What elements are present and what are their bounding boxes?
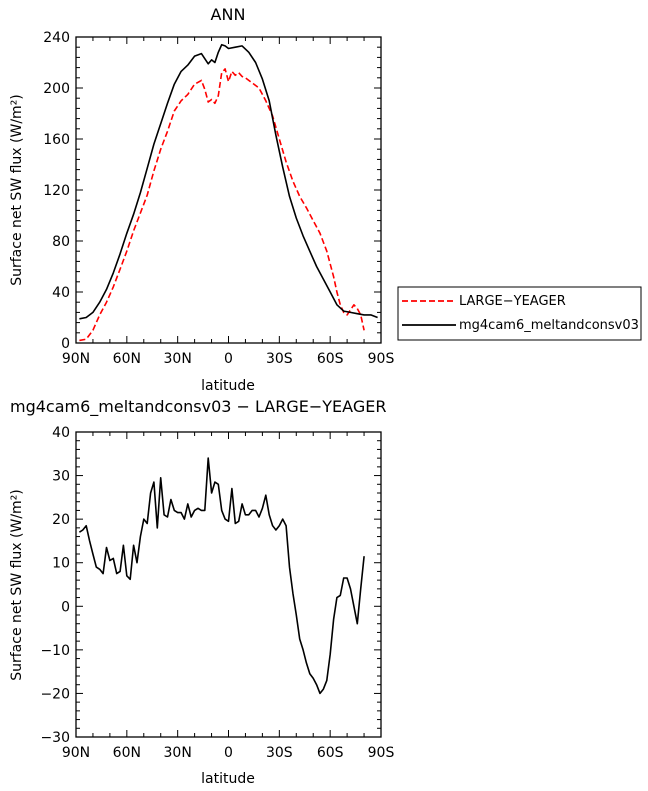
- legend-label-large-yeager: LARGE−YEAGER: [459, 294, 566, 309]
- bottom-x-axis-label: latitude: [201, 771, 255, 787]
- top-x-tick-label: 90N: [62, 351, 90, 367]
- bottom-series-line-series-0: [78, 457, 365, 695]
- bottom-x-tick-label: 60S: [317, 745, 344, 761]
- top-chart-title: ANN: [211, 5, 246, 24]
- top-series-line-large-yeager: [79, 68, 365, 342]
- top-plot-frame: [75, 36, 382, 344]
- legend-box: [397, 286, 642, 341]
- bottom-axes: 90N 60N 30N 0 30S 60S 90S −30 −20 −10 0 10 20 30 40: [40, 425, 394, 761]
- top-y-tick-label: 80: [52, 234, 70, 250]
- legend: LARGE−YEAGER mg4cam6_meltandconsv03: [397, 286, 642, 341]
- bottom-y-tick-label: 20: [52, 512, 70, 528]
- bottom-x-tick-label: 60N: [113, 745, 141, 761]
- top-x-tick-label: 30N: [164, 351, 192, 367]
- top-y-tick-label: 200: [43, 81, 70, 97]
- bottom-x-tick-label: 30S: [266, 745, 293, 761]
- top-y-tick-label: 40: [52, 285, 70, 301]
- top-x-axis-label: latitude: [201, 378, 255, 394]
- bottom-y-tick-label: −20: [40, 686, 70, 702]
- top-axes: 90N 60N 30N 0 30S 60S 90S 0 40 80 120 160 200 240: [43, 30, 394, 367]
- top-y-tick-label: 240: [43, 30, 70, 46]
- top-y-tick-label: 120: [43, 183, 70, 199]
- bottom-chart-title: mg4cam6_meltandconsv03 − LARGE−YEAGER: [10, 397, 386, 417]
- bottom-x-tick-label: 90S: [368, 745, 395, 761]
- bottom-x-tick-label: 90N: [62, 745, 90, 761]
- bottom-y-tick-label: 30: [52, 469, 70, 485]
- bottom-y-tick-label: 10: [52, 556, 70, 572]
- top-x-tick-label: 60S: [317, 351, 344, 367]
- bottom-y-tick-label: −30: [40, 730, 70, 746]
- bottom-plot-frame: [75, 431, 382, 738]
- top-x-tick-label: 90S: [368, 351, 395, 367]
- top-x-tick-label: 60N: [113, 351, 141, 367]
- bottom-panel: mg4cam6_meltandconsv03 − LARGE−YEAGER 90…: [9, 397, 394, 787]
- top-curves: [79, 43, 378, 342]
- top-y-tick-label: 160: [43, 132, 70, 148]
- top-x-tick-label: 0: [224, 351, 233, 367]
- top-y-axis-label: Surface net SW flux (W/m²): [9, 94, 25, 286]
- bottom-y-tick-label: 0: [61, 599, 70, 615]
- bottom-x-tick-label: 0: [224, 745, 233, 761]
- bottom-curves: [78, 457, 365, 695]
- bottom-x-tick-label: 30N: [164, 745, 192, 761]
- top-series-line-mg4cam6-meltandconsv03: [79, 43, 378, 320]
- bottom-y-tick-label: 40: [52, 425, 70, 441]
- bottom-y-tick-label: −10: [40, 643, 70, 659]
- bottom-y-axis-label: Surface net SW flux (W/m²): [9, 489, 25, 681]
- top-y-tick-label: 0: [61, 336, 70, 352]
- top-panel: ANN 90N 60N 30N 0 30S 60S 90S 0 40 80 120 160 200 240…: [9, 5, 394, 394]
- top-x-tick-label: 30S: [266, 351, 293, 367]
- legend-label-mg4cam6: mg4cam6_meltandconsv03: [459, 318, 639, 333]
